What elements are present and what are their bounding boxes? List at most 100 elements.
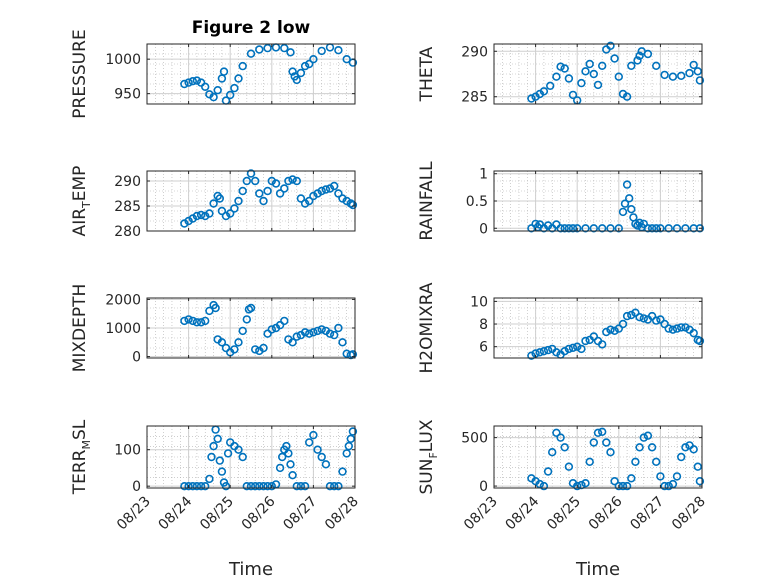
data-point <box>581 336 590 346</box>
data-point <box>211 303 220 313</box>
data-point <box>681 323 690 332</box>
data-point <box>620 199 630 208</box>
series-theta <box>527 41 705 105</box>
y-tick-label: 8 <box>479 317 488 333</box>
data-point <box>275 320 285 330</box>
y-tick-label: 950 <box>114 87 141 103</box>
data-point <box>267 325 276 334</box>
data-point <box>296 482 306 491</box>
data-point <box>589 332 598 341</box>
data-point <box>672 324 682 333</box>
data-point <box>275 463 285 473</box>
y-axis-label: TERRMSL <box>70 419 93 495</box>
axes-box <box>493 43 703 105</box>
data-point <box>234 445 243 454</box>
data-point <box>618 319 628 329</box>
data-point <box>188 482 198 491</box>
series-mixdepth <box>180 300 358 360</box>
data-point <box>622 311 632 321</box>
data-point <box>325 482 335 491</box>
data-point <box>539 87 549 96</box>
data-point <box>230 345 239 354</box>
x-axis-label: Time <box>228 559 273 580</box>
data-point <box>196 318 206 327</box>
data-point <box>209 199 218 208</box>
data-point <box>305 329 314 338</box>
subplot-air_temp: 280 285 290 AIRTEMP <box>70 166 358 240</box>
data-point <box>639 314 648 323</box>
data-point <box>192 211 202 221</box>
data-point <box>221 343 231 353</box>
data-point <box>338 194 347 203</box>
data-point <box>309 430 318 440</box>
data-point <box>213 434 222 443</box>
data-point <box>643 431 653 440</box>
data-point <box>292 75 301 85</box>
data-point <box>585 59 594 69</box>
y-tick-label: 1000 <box>105 52 141 68</box>
y-axis-label: SUNFLUX <box>417 419 440 494</box>
data-point <box>286 48 295 57</box>
data-point <box>622 92 632 101</box>
y-tick-label: 290 <box>461 44 488 60</box>
data-point <box>552 428 561 437</box>
data-point <box>215 194 225 203</box>
x-axis-label: Time <box>575 559 620 580</box>
data-point <box>296 68 306 78</box>
data-point <box>309 191 318 201</box>
data-point <box>539 347 549 356</box>
data-point <box>263 43 272 53</box>
data-point <box>664 224 673 233</box>
data-point <box>552 72 561 81</box>
data-point <box>614 324 623 333</box>
data-point <box>547 448 557 457</box>
data-point <box>639 219 648 229</box>
data-point <box>552 348 561 357</box>
data-point <box>205 474 214 484</box>
data-point <box>560 443 569 452</box>
data-point <box>280 184 289 193</box>
data-point <box>624 194 634 203</box>
data-point <box>560 64 569 73</box>
data-point <box>278 452 287 462</box>
data-point <box>205 209 214 218</box>
data-point <box>647 443 657 452</box>
data-point <box>564 344 574 354</box>
data-point <box>660 70 669 80</box>
data-point <box>572 481 582 491</box>
grid <box>147 298 355 358</box>
data-point <box>543 467 553 476</box>
plot-area <box>494 426 702 488</box>
data-point <box>313 445 322 454</box>
data-point <box>255 482 264 491</box>
data-point <box>689 60 698 70</box>
data-point <box>192 76 202 85</box>
axes-box <box>493 297 703 359</box>
y-tick-label: 1000 <box>105 321 141 337</box>
data-point <box>263 186 272 196</box>
data-point <box>556 62 565 71</box>
data-point <box>689 328 698 338</box>
data-point <box>560 347 569 356</box>
subplot-theta: 285 290 THETA <box>417 41 705 106</box>
data-point <box>577 344 586 354</box>
data-point <box>527 351 536 360</box>
data-point <box>572 342 582 351</box>
y-axis-label: MIXDEPTH <box>70 284 90 373</box>
data-point <box>192 482 202 491</box>
data-point <box>282 441 291 451</box>
data-point <box>564 74 574 83</box>
data-point <box>223 449 233 458</box>
series-pressure <box>180 43 358 105</box>
y-tick-label: 500 <box>461 431 488 447</box>
y-tick-label: 290 <box>114 174 141 190</box>
series-terr_msl <box>180 425 358 491</box>
data-point <box>305 196 314 206</box>
data-point <box>618 481 628 491</box>
data-point <box>209 92 218 102</box>
subplot-pressure: 950 1000 PRESSURE Figure 2 low <box>70 18 358 119</box>
data-point <box>681 224 690 233</box>
data-point <box>627 61 636 71</box>
data-point <box>292 176 301 186</box>
series-h2omixra <box>527 308 705 360</box>
